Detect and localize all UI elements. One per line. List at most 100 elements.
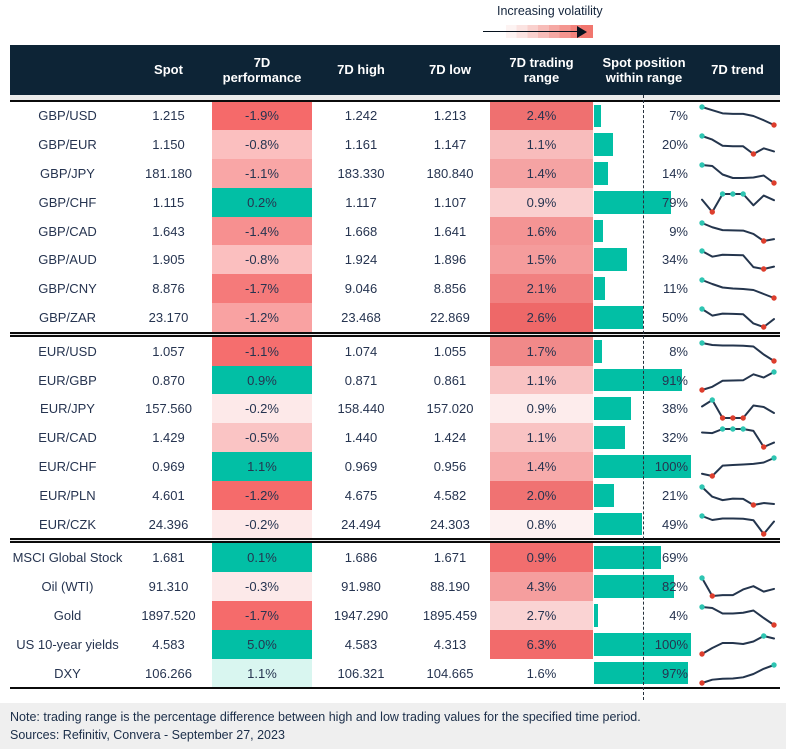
position-bar [594, 426, 626, 450]
low-value: 1.896 [433, 252, 467, 268]
performance-cell: -1.2% [212, 303, 312, 332]
trend-cell [695, 217, 780, 246]
position-label: 11% [662, 281, 688, 297]
fx-summary-table: Spot 7D performance 7D high 7D low 7D tradin… [10, 45, 780, 700]
position-cell: 7% [593, 102, 695, 131]
footnote: Note: trading range is the percentage di… [10, 709, 641, 724]
sources: Sources: Refinitiv, Convera - September … [10, 727, 285, 742]
low-marker-icon [760, 444, 766, 450]
table-row: Gold 1897.520 -1.7% 1947.290 1895.459 2.7% 4% [10, 601, 780, 630]
high-marker-icon [698, 575, 705, 581]
performance-cell: 0.2% [212, 187, 312, 217]
position-label: 14% [661, 165, 688, 181]
trading-range-cell: 2.6% [490, 303, 593, 332]
position-cell: 50% [593, 303, 695, 332]
trend-sparkline [698, 484, 775, 508]
table-row: EUR/GBP 0.870 0.9% 0.871 0.861 1.1% 91% [10, 365, 780, 395]
header-cell-4: 7D low [429, 62, 471, 78]
position-bar [594, 546, 661, 570]
high-marker-icon [719, 426, 725, 432]
trading-range-cell: 0.9% [490, 187, 593, 217]
high-marker-icon [739, 191, 746, 197]
performance-cell: -1.9% [212, 101, 312, 131]
section-separator [10, 538, 780, 544]
table-row: EUR/CZK 24.396 -0.2% 24.494 24.303 0.8% 49% [10, 509, 780, 539]
trend-cell [695, 337, 780, 366]
high-marker-icon [698, 104, 705, 111]
performance-cell: -1.2% [212, 480, 312, 510]
high-marker-icon [709, 397, 715, 404]
trend-cell [695, 601, 780, 630]
low-value: 1.055 [433, 343, 467, 359]
low-marker-icon [739, 415, 746, 422]
high-marker-icon [698, 248, 705, 255]
position-label: 69% [661, 550, 688, 566]
low-marker-icon [719, 415, 725, 422]
trend-sparkline [698, 661, 777, 686]
low-value: 1.671 [433, 550, 467, 566]
trend-sparkline [698, 162, 777, 186]
position-bar [594, 368, 683, 392]
high-value: 1.924 [344, 252, 378, 268]
position-label: 82% [661, 579, 688, 595]
low-marker-icon [760, 266, 766, 273]
low-value: 22.869 [430, 309, 470, 325]
high-value: 0.871 [344, 372, 378, 388]
low-marker-icon [760, 237, 766, 244]
trend-sparkline [698, 248, 775, 273]
high-marker-icon [698, 306, 705, 312]
spot-value: 1.681 [152, 550, 185, 566]
position-label: 32% [661, 430, 688, 446]
high-marker-icon [698, 162, 705, 168]
table-row: GBP/ZAR 23.170 -1.2% 23.468 22.869 2.6% 50% [10, 303, 780, 332]
performance-cell: -1.7% [212, 274, 312, 304]
performance-cell: 0.9% [212, 365, 312, 395]
position-cell: 32% [593, 423, 695, 452]
trading-range-cell: 0.9% [490, 543, 593, 573]
position-label: 97% [661, 665, 688, 681]
trend-cell [695, 572, 780, 601]
high-value: 0.969 [344, 458, 378, 474]
low-marker-icon [709, 593, 715, 599]
spot-value: 1.643 [152, 223, 185, 239]
trend-sparkline [700, 397, 775, 422]
row-label: GBP/AUD [38, 252, 97, 268]
trading-range-cell: 1.1% [490, 423, 593, 453]
high-value: 9.046 [344, 281, 378, 297]
table-body: GBP/USD 1.215 -1.9% 1.242 1.213 2.4% 7% GBP/EUR… [10, 101, 780, 688]
spot-value: 1.215 [152, 108, 185, 124]
low-value: 180.840 [426, 165, 474, 181]
spot-value: 1.905 [152, 252, 185, 268]
table-row: EUR/CAD 1.429 -0.5% 1.440 1.424 1.1% 32% [10, 423, 780, 453]
spot-value: 157.560 [145, 401, 192, 417]
position-cell: 91% [593, 366, 695, 395]
spot-value: 1.429 [152, 430, 185, 446]
position-cell: 14% [593, 159, 695, 188]
header-cell-2: 7D performance [222, 54, 302, 85]
performance-cell: -0.5% [212, 423, 312, 453]
table-bottom-border [10, 687, 780, 690]
table-row: EUR/JPY 157.560 -0.2% 158.440 157.020 0.9% 38% [10, 394, 780, 424]
position-label: 79% [661, 194, 688, 210]
high-value: 1.074 [344, 343, 378, 359]
header-cell-5: 7D trading range [509, 54, 574, 85]
trend-sparkline [698, 133, 775, 157]
low-marker-icon [770, 358, 777, 364]
low-value: 1.424 [433, 430, 467, 446]
position-bar [594, 190, 671, 214]
row-label: EUR/GBP [38, 372, 97, 388]
high-value: 1.686 [344, 550, 378, 566]
high-marker-icon [770, 661, 777, 668]
high-value: 4.583 [344, 636, 378, 652]
performance-cell: 1.1% [212, 452, 312, 481]
table-row: GBP/AUD 1.905 -0.8% 1.924 1.896 1.5% 34% [10, 245, 780, 275]
spot-value: 0.870 [152, 372, 185, 388]
position-cell: 100% [593, 630, 695, 659]
row-label: DXY [54, 665, 81, 681]
position-bar [594, 277, 605, 301]
table-row: GBP/CNY 8.876 -1.7% 9.046 8.856 2.1% 11% [10, 274, 780, 304]
high-marker-icon [698, 133, 705, 139]
position-bar [594, 604, 598, 627]
table-header-row: Spot 7D performance 7D high 7D low 7D tradin… [10, 45, 780, 95]
row-label: EUR/USD [38, 343, 97, 359]
